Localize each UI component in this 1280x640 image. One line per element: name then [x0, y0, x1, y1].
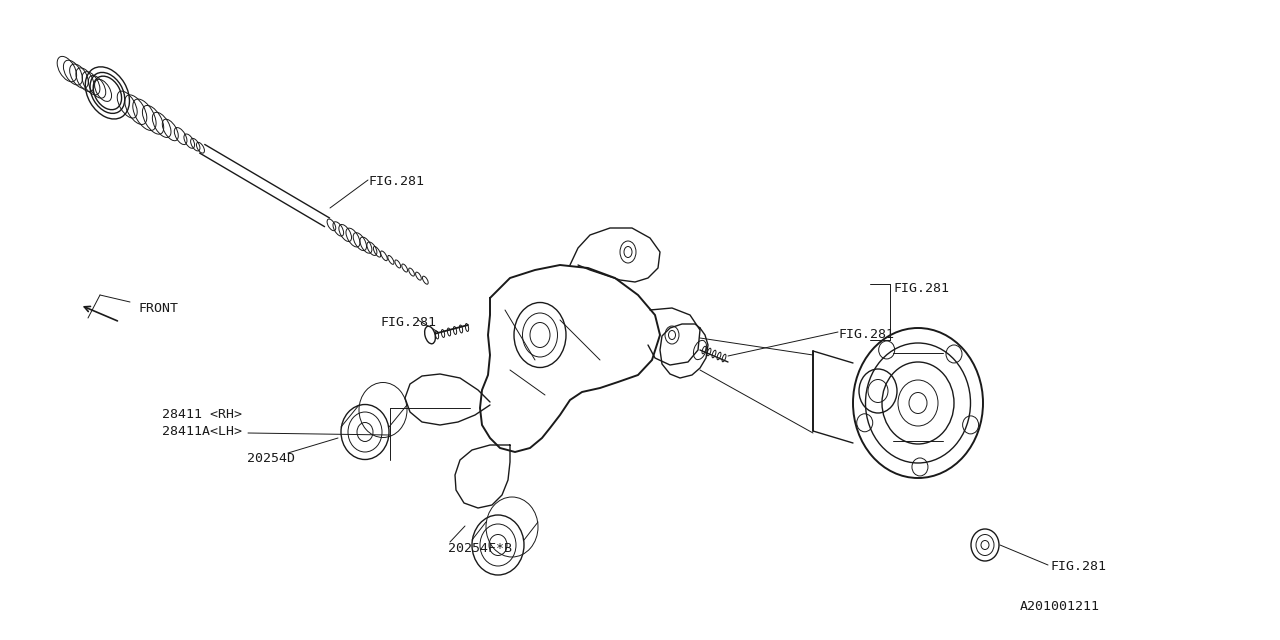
Text: FIG.281: FIG.281	[369, 175, 424, 188]
Text: 20254F*B: 20254F*B	[448, 542, 512, 555]
Text: 20254D: 20254D	[247, 452, 294, 465]
Text: FIG.281: FIG.281	[380, 316, 436, 329]
Text: FIG.281: FIG.281	[1050, 560, 1106, 573]
Text: FIG.281: FIG.281	[838, 328, 893, 341]
Text: FIG.281: FIG.281	[893, 282, 948, 295]
Ellipse shape	[425, 326, 435, 344]
Text: 28411 <RH>: 28411 <RH>	[163, 408, 242, 421]
Text: FRONT: FRONT	[138, 301, 178, 314]
Text: A201001211: A201001211	[1020, 600, 1100, 613]
Text: 28411A<LH>: 28411A<LH>	[163, 425, 242, 438]
